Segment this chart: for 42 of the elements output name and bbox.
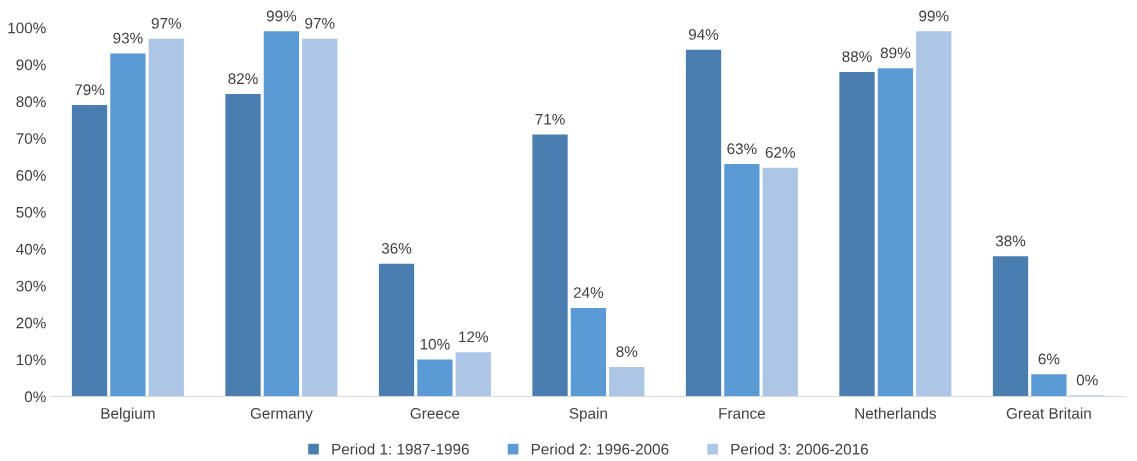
x-tick-label: Netherlands: [855, 407, 937, 419]
y-tick-label: 100%: [8, 22, 46, 34]
y-tick-label: 80%: [16, 96, 46, 108]
data-label: 79%: [75, 84, 105, 96]
y-tick-label: 10%: [16, 354, 46, 366]
y-tick-label: 20%: [16, 317, 46, 329]
y-tick-label: 40%: [16, 243, 46, 255]
data-label: 94%: [688, 29, 719, 40]
data-label: 97%: [151, 17, 182, 29]
y-tick-label: 60%: [16, 170, 46, 181]
x-tick-label: Greece: [410, 407, 460, 419]
x-tick-label: France: [719, 408, 765, 419]
data-label: 82%: [228, 73, 258, 85]
x-tick-label: Germany: [250, 407, 313, 422]
x-tick-label: Spain: [569, 407, 607, 422]
data-label: 99%: [266, 10, 297, 22]
data-label: 8%: [616, 346, 638, 357]
y-tick-label: 50%: [16, 206, 46, 218]
data-label: 97%: [305, 17, 335, 29]
data-label: 62%: [765, 147, 796, 158]
legend-label: Period 1: 1987-1996: [332, 443, 469, 455]
legend-label: Period 3: 2006-2016: [731, 443, 868, 455]
y-tick-label: 30%: [16, 280, 46, 292]
data-label: 6%: [1038, 353, 1060, 365]
data-label: 71%: [535, 113, 565, 125]
data-label: 93%: [113, 32, 143, 44]
data-label: 38%: [995, 235, 1026, 247]
data-label: 88%: [842, 51, 872, 62]
data-label: 12%: [459, 331, 489, 343]
data-label: 24%: [573, 287, 604, 298]
data-label: 36%: [381, 242, 412, 254]
legend-label: Period 2: 1996-2006: [531, 443, 669, 455]
x-tick-label: Belgium: [101, 407, 155, 422]
data-label: 89%: [880, 47, 911, 59]
data-label: 63%: [727, 143, 757, 155]
data-label: 99%: [919, 10, 949, 22]
y-tick-label: 0%: [24, 391, 46, 403]
y-tick-label: 90%: [16, 59, 46, 71]
x-tick-label: Great Britain: [1006, 407, 1091, 419]
y-tick-label: 70%: [16, 133, 46, 144]
data-label: 0%: [1076, 374, 1098, 386]
data-label: 10%: [420, 338, 450, 350]
